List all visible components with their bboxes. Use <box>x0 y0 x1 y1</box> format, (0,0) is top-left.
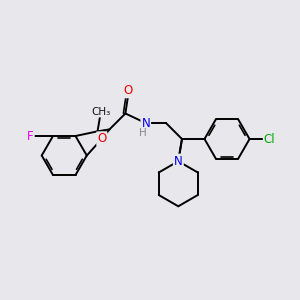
Text: N: N <box>174 155 183 168</box>
Text: N: N <box>141 117 150 130</box>
Text: H: H <box>139 128 147 138</box>
Text: CH₃: CH₃ <box>91 106 110 117</box>
Text: O: O <box>97 132 106 145</box>
Text: O: O <box>124 84 133 97</box>
Text: N: N <box>174 155 183 168</box>
Text: Cl: Cl <box>264 133 275 146</box>
Text: F: F <box>27 130 34 142</box>
